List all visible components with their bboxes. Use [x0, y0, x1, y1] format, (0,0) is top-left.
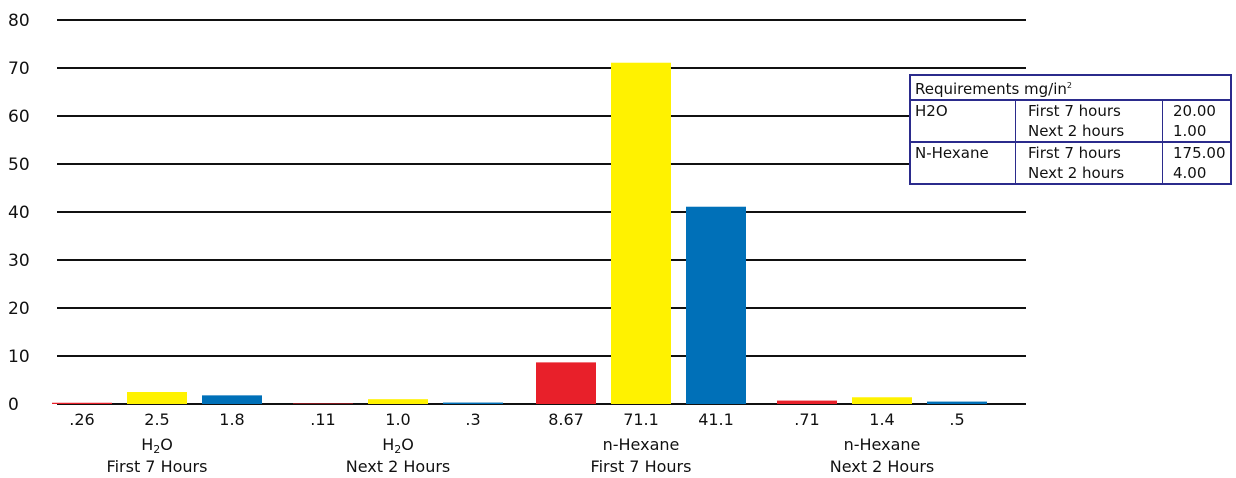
requirements-value: 20.00: [1162, 100, 1231, 121]
bar-value-label: 41.1: [698, 410, 734, 429]
y-tick-label: 70: [8, 59, 30, 79]
bar-value-label: 1.0: [385, 410, 410, 429]
bar: [927, 401, 987, 404]
category-sublabel: Next 2 Hours: [346, 457, 451, 476]
bar: [536, 362, 596, 404]
category-sublabel: Next 2 Hours: [830, 457, 935, 476]
bar-value-label: .3: [465, 410, 480, 429]
category-label: n-Hexane: [603, 435, 680, 454]
y-tick-label: 10: [8, 347, 30, 367]
requirements-substance: [909, 121, 1016, 143]
requirements-table: Requirements mg/in2 H2O First 7 hours 20…: [909, 74, 1232, 185]
bar-value-label: .26: [69, 410, 94, 429]
requirements-period: First 7 hours: [1015, 142, 1163, 163]
y-tick-label: 50: [8, 155, 30, 175]
bar: [777, 400, 837, 404]
requirements-title: Requirements mg/in2: [909, 75, 1231, 101]
bar: [127, 392, 187, 404]
bar-value-label: 2.5: [144, 410, 169, 429]
bar: [202, 395, 262, 404]
y-tick-label: 40: [8, 203, 30, 223]
requirements-value: 4.00: [1162, 163, 1231, 184]
bar: [52, 402, 112, 404]
requirements-substance: N-Hexane: [909, 142, 1016, 163]
bar-value-label: .71: [794, 410, 819, 429]
requirements-period: Next 2 hours: [1015, 163, 1163, 184]
bar: [293, 403, 353, 404]
requirements-value: 175.00: [1162, 142, 1231, 163]
requirements-value: 1.00: [1162, 121, 1231, 143]
bar-value-label: 71.1: [623, 410, 659, 429]
bar: [368, 399, 428, 404]
category-label: H2O: [141, 435, 173, 456]
requirements-period: First 7 hours: [1015, 100, 1163, 121]
category-label: H2O: [382, 435, 414, 456]
y-tick-label: 20: [8, 299, 30, 319]
y-tick-label: 60: [8, 107, 30, 127]
y-tick-label: 0: [8, 395, 19, 415]
bar-value-label: 1.4: [869, 410, 894, 429]
requirements-substance: H2O: [909, 100, 1016, 121]
category-label: n-Hexane: [844, 435, 921, 454]
category-sublabel: First 7 Hours: [591, 457, 692, 476]
requirements-period: Next 2 hours: [1015, 121, 1163, 143]
y-tick-label: 30: [8, 251, 30, 271]
bar: [611, 62, 671, 404]
bar: [686, 206, 746, 404]
requirements-substance: [909, 163, 1016, 184]
bar-value-label: .5: [949, 410, 964, 429]
bar-value-label: 8.67: [548, 410, 584, 429]
bar-value-label: 1.8: [219, 410, 244, 429]
category-sublabel: First 7 Hours: [107, 457, 208, 476]
bar: [852, 397, 912, 404]
bar: [443, 402, 503, 404]
bar-value-label: .11: [310, 410, 335, 429]
y-tick-label: 80: [8, 11, 30, 31]
